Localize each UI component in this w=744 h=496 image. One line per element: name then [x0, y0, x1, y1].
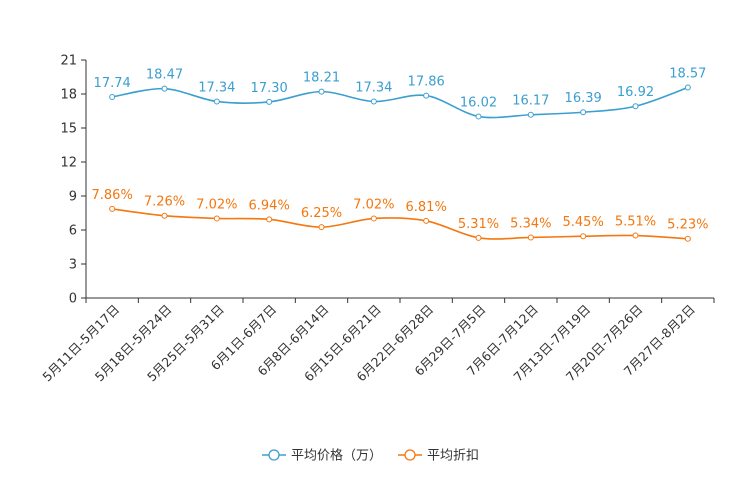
legend[interactable]: 平均价格（万） 平均折扣 [262, 448, 479, 464]
data-point[interactable] [423, 92, 430, 99]
y-tick-label: 12 [60, 156, 77, 171]
y-tick-label: 9 [69, 190, 77, 205]
legend-marker-icon [268, 449, 280, 461]
data-point[interactable] [475, 113, 482, 120]
y-tick-label: 6 [69, 224, 77, 239]
y-tick-label: 18 [60, 88, 77, 103]
data-label: 7.02% [196, 197, 237, 212]
data-point[interactable] [318, 224, 325, 231]
data-point[interactable] [213, 215, 220, 222]
data-label: 7.86% [92, 188, 133, 203]
series-line [112, 86, 689, 119]
data-point[interactable] [266, 98, 273, 105]
data-point[interactable] [632, 232, 639, 239]
legend-item-2[interactable]: 平均折扣 [398, 449, 479, 464]
data-label: 18.21 [303, 71, 340, 86]
data-label: 16.17 [512, 94, 549, 109]
data-label: 5.31% [458, 217, 499, 232]
data-label: 17.34 [198, 80, 235, 95]
data-label: 17.86 [408, 75, 445, 90]
data-label: 6.25% [301, 206, 342, 221]
data-point[interactable] [318, 88, 325, 95]
data-label: 6.81% [406, 200, 447, 215]
y-tick-label: 3 [69, 258, 77, 273]
data-point[interactable] [161, 85, 168, 92]
series-2: 7.86% 7.26% 7.02% 6.94% 6.25% 7.02% 6.81% 5.31%… [92, 188, 708, 242]
data-point[interactable] [370, 215, 377, 222]
data-label: 17.74 [94, 76, 131, 91]
data-label: 16.39 [565, 91, 602, 106]
data-label: 17.30 [251, 81, 288, 96]
data-point[interactable] [266, 216, 273, 223]
data-point[interactable] [161, 212, 168, 219]
data-label: 5.51% [615, 215, 656, 230]
legend-item-1[interactable]: 平均价格（万） [262, 448, 382, 464]
data-point[interactable] [475, 234, 482, 241]
y-tick-label: 21 [60, 54, 77, 69]
data-label: 5.23% [667, 218, 708, 233]
data-point[interactable] [109, 205, 116, 212]
data-point[interactable] [632, 103, 639, 110]
y-tick-label: 15 [60, 122, 77, 137]
data-label: 5.45% [563, 215, 604, 230]
data-point[interactable] [580, 233, 587, 240]
data-point[interactable] [370, 98, 377, 105]
series-1: 17.74 18.47 17.34 17.30 18.21 17.34 17.86 16.02… [94, 67, 706, 120]
data-label: 18.47 [146, 68, 183, 83]
legend-label: 平均折扣 [427, 449, 479, 464]
data-point[interactable] [580, 109, 587, 116]
data-point[interactable] [527, 111, 534, 118]
data-label: 5.34% [510, 216, 551, 231]
data-point[interactable] [213, 98, 220, 105]
data-label: 7.26% [144, 195, 185, 210]
data-point[interactable] [527, 234, 534, 241]
data-point[interactable] [684, 235, 691, 242]
legend-marker-icon [404, 449, 416, 461]
data-label: 17.34 [355, 80, 392, 95]
data-label: 7.02% [353, 197, 394, 212]
y-tick-label: 0 [69, 292, 77, 307]
series-layer: 17.74 18.47 17.34 17.30 18.21 17.34 17.86 16.02… [92, 67, 708, 242]
data-label: 18.57 [669, 67, 706, 82]
legend-label: 平均价格（万） [291, 448, 382, 464]
data-point[interactable] [684, 84, 691, 91]
data-point[interactable] [423, 217, 430, 224]
data-label: 16.02 [460, 95, 497, 110]
series-line [112, 208, 688, 240]
data-point[interactable] [109, 93, 116, 100]
data-label: 6.94% [249, 198, 290, 213]
data-label: 16.92 [617, 85, 654, 100]
